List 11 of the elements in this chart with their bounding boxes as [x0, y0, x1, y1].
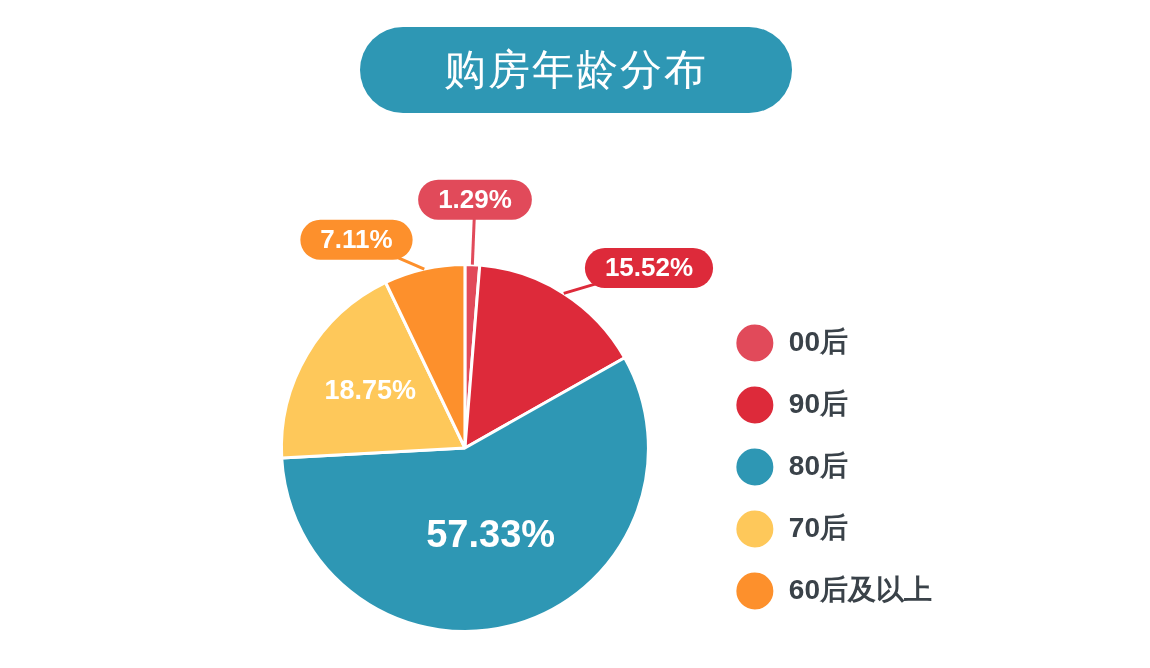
chart-title: 购房年龄分布 [360, 27, 792, 113]
data-label: 7.11% [320, 223, 393, 254]
legend-label: 00后 [788, 325, 849, 357]
legend-label: 90后 [788, 387, 849, 419]
data-label: 57.33% [426, 512, 556, 555]
legend-label: 80后 [788, 449, 849, 481]
data-label: 1.29% [438, 183, 512, 214]
legend-label: 60后及以上 [788, 573, 933, 605]
data-label: 18.75% [324, 375, 416, 406]
data-label: 15.52% [604, 252, 694, 283]
legend-label: 70后 [788, 511, 849, 543]
